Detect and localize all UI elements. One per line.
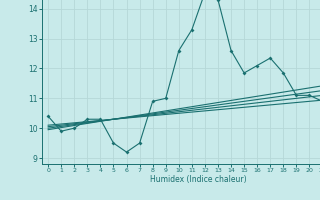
X-axis label: Humidex (Indice chaleur): Humidex (Indice chaleur): [150, 175, 247, 184]
